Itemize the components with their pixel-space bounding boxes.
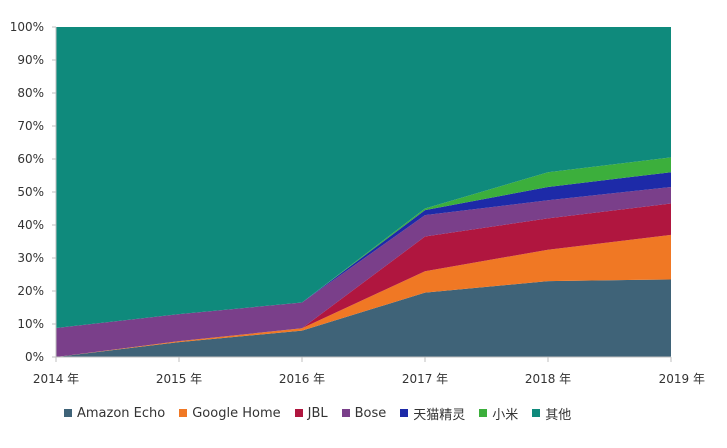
legend-swatch	[294, 409, 303, 417]
area-series-jbl	[56, 203, 671, 357]
legend-item-天猫精灵: 天猫精灵	[400, 404, 465, 423]
legend: Amazon Echo Google Home JBL Bose 天猫精灵 小米 其他	[64, 403, 571, 423]
legend-label: 小米	[492, 407, 519, 423]
area-series-group	[56, 27, 671, 357]
y-tick-label: 70%	[17, 119, 44, 133]
stacked-area-chart: 0% 10% 20% 30% 40% 50% 60% 70% 80% 90% 100% 2014 年…	[10, 20, 705, 386]
area-series-小米	[56, 157, 671, 328]
y-tick-label: 40%	[17, 218, 44, 232]
legend-swatch	[179, 409, 188, 417]
y-tick-label: 20%	[17, 284, 44, 298]
area-series-其他	[56, 27, 671, 328]
area-series-amazon-echo	[56, 279, 671, 357]
y-axis-ticks: 0% 10% 20% 30% 40% 50% 60% 70% 80% 90% 100%	[10, 20, 56, 364]
legend-label: JBL	[307, 405, 328, 421]
legend-item-bose: Bose	[341, 405, 387, 421]
legend-item-google-home: Google Home	[179, 405, 281, 421]
legend-swatch	[341, 409, 350, 417]
area-series-天猫精灵	[56, 172, 671, 328]
x-tick-label: 2016 年	[279, 372, 325, 386]
x-tick-label: 2015 年	[156, 372, 202, 386]
y-tick-label: 100%	[10, 20, 44, 34]
legend-swatch	[400, 409, 409, 417]
legend-swatch	[64, 409, 72, 417]
y-tick-label: 80%	[17, 86, 44, 100]
y-tick-label: 60%	[17, 152, 44, 166]
area-series-bose	[56, 187, 671, 357]
x-tick-label: 2019 年	[659, 372, 705, 386]
y-tick-label: 90%	[17, 53, 44, 67]
legend-label: Amazon Echo	[77, 405, 166, 421]
x-tick-label: 2018 年	[525, 372, 571, 386]
legend-swatch	[532, 409, 541, 417]
y-tick-label: 30%	[17, 251, 44, 265]
legend-swatch	[479, 409, 488, 417]
y-tick-label: 0%	[25, 350, 44, 364]
legend-item-amazon-echo: Amazon Echo	[64, 406, 165, 421]
legend-item-jbl: JBL	[294, 405, 328, 421]
x-axis-ticks: 2014 年 2015 年 2016 年 2017 年 2018 年 2019 年	[33, 357, 705, 386]
legend-item-其他: 其他	[532, 404, 571, 423]
x-tick-label: 2014 年	[33, 372, 79, 386]
legend-item-小米: 小米	[479, 404, 518, 423]
legend-label: 其他	[545, 407, 572, 423]
legend-label: Bose	[354, 405, 387, 421]
y-tick-label: 10%	[17, 317, 44, 331]
y-tick-label: 50%	[17, 185, 44, 199]
x-tick-label: 2017 年	[402, 372, 448, 386]
area-series-google-home	[56, 234, 671, 357]
legend-label: Google Home	[192, 405, 281, 421]
legend-label: 天猫精灵	[413, 407, 466, 423]
